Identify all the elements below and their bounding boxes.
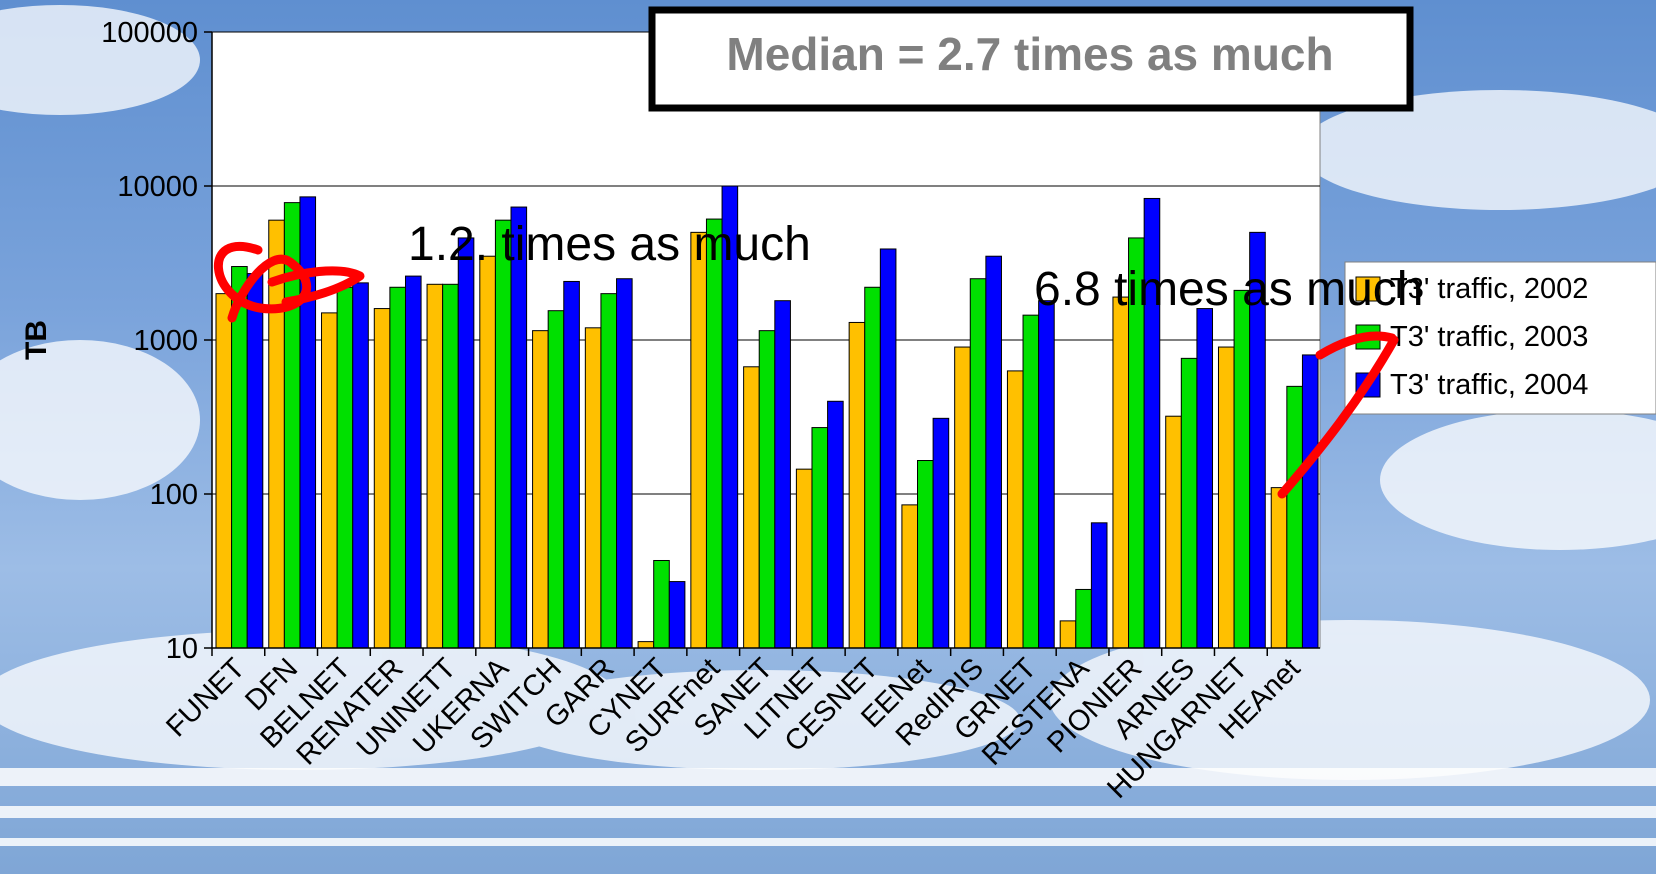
bar-hungarnet-1: [1233, 289, 1251, 649]
bar-belnet-2: [352, 282, 369, 649]
bar-ukerna-2: [510, 206, 528, 649]
median-box: [648, 6, 1414, 112]
bar-arnes-0: [1165, 415, 1182, 649]
bar-switch-1: [547, 310, 565, 649]
bar-dfn-2: [299, 196, 317, 649]
legend-swatch: [1355, 276, 1381, 302]
bar-ukerna-0: [479, 255, 496, 649]
bar-eenet-1: [917, 460, 934, 649]
y-tick-label: 1000: [133, 325, 198, 357]
bar-belnet-1: [336, 286, 354, 649]
bars: [215, 185, 1319, 649]
red-marker-scribble: [214, 242, 365, 323]
bar-cynet-2: [668, 581, 686, 649]
bar-heanet-1: [1286, 385, 1303, 649]
bar-restena-1: [1075, 588, 1092, 649]
bar-restena-0: [1059, 620, 1077, 649]
bar-hungarnet-0: [1217, 346, 1235, 649]
bar-cynet-0: [637, 641, 655, 649]
high-ratio-annotation: 6.8 times as much: [1034, 263, 1423, 316]
bar-garr-0: [584, 327, 602, 649]
bar-surfnet-1: [705, 218, 723, 649]
bar-rediris-1: [969, 278, 987, 649]
bar-funet-2: [246, 273, 264, 649]
bar-uninett-1: [442, 283, 459, 649]
bar-litnet-1: [811, 427, 829, 649]
bar-restena-2: [1090, 522, 1108, 649]
bar-eenet-0: [901, 504, 919, 649]
bar-heanet-0: [1270, 487, 1288, 649]
bar-arnes-2: [1196, 308, 1214, 649]
bar-garr-1: [600, 293, 618, 649]
bar-sanet-1: [758, 330, 776, 649]
bar-uninett-2: [457, 237, 475, 649]
legend-label: T3' traffic, 2003: [1390, 321, 1588, 353]
bar-litnet-0: [795, 468, 813, 649]
bar-cesnet-0: [848, 321, 866, 649]
bar-funet-1: [231, 266, 248, 649]
bar-switch-2: [563, 280, 580, 649]
bar-garr-2: [616, 278, 633, 649]
bar-cesnet-1: [864, 286, 881, 649]
bar-pionier-0: [1112, 296, 1130, 649]
y-tick-label: 100000: [101, 17, 198, 49]
bar-ukerna-1: [494, 219, 512, 649]
low-ratio-annotation: 1.2. times as much: [408, 218, 811, 271]
bar-grnet-2: [1038, 300, 1055, 649]
stripe-decoration: [0, 768, 1656, 846]
bar-switch-0: [532, 330, 549, 649]
y-tick-label: 10: [166, 633, 198, 665]
bar-funet-0: [215, 293, 233, 649]
y-tick-labels: 10 100 1000 10000 100000: [101, 17, 212, 665]
bar-eenet-2: [932, 417, 950, 649]
y-tick-label: 100: [150, 479, 198, 511]
median-annotation: Median = 2.7 times as much: [726, 28, 1333, 80]
bar-renater-2: [404, 275, 422, 649]
bar-sanet-2: [774, 300, 791, 649]
bar-rediris-2: [985, 255, 1002, 649]
bar-renater-1: [389, 286, 406, 649]
bar-heanet-2: [1301, 354, 1319, 649]
bar-sanet-0: [743, 366, 760, 649]
red-marker-arrow: [1277, 331, 1399, 499]
legend-label: T3' traffic, 2002: [1390, 273, 1588, 305]
y-tick-label: 10000: [117, 171, 198, 203]
bar-surfnet-0: [690, 231, 707, 649]
legend-label: T3' traffic, 2004: [1390, 369, 1588, 401]
bar-belnet-0: [321, 312, 338, 649]
bar-grnet-0: [1006, 370, 1024, 649]
cloud-background: [0, 5, 1656, 780]
bar-litnet-2: [827, 400, 844, 649]
bar-cynet-1: [653, 559, 670, 649]
bar-renater-0: [373, 308, 391, 649]
bar-arnes-1: [1180, 357, 1198, 649]
bar-grnet-1: [1022, 314, 1040, 649]
y-axis-label: TB: [20, 320, 53, 360]
bar-rediris-0: [954, 346, 971, 649]
bar-uninett-0: [426, 283, 444, 649]
bar-cesnet-2: [879, 248, 897, 649]
